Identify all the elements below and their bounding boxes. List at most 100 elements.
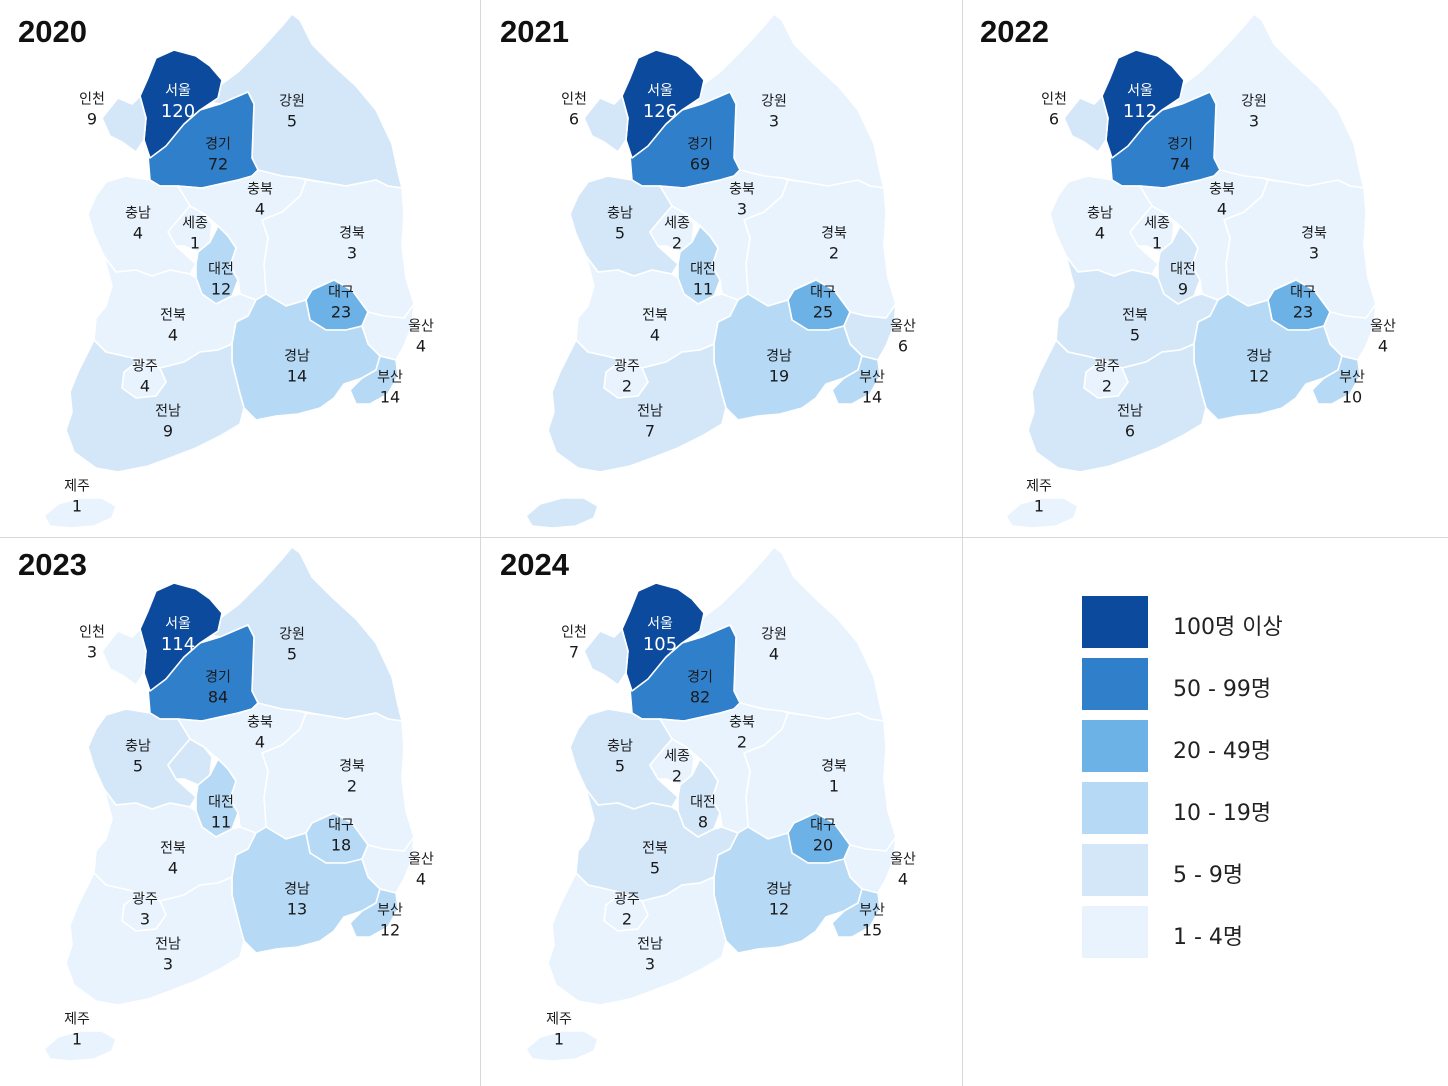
year-title: 2023 [18, 547, 87, 582]
region-value: 8 [697, 811, 709, 831]
region-label-chungnam: 충남 4 [1087, 205, 1113, 243]
region-label-jeonbuk: 전북 5 [1122, 307, 1148, 345]
region-name: 전남 [155, 936, 181, 953]
region-name: 경기 [687, 669, 713, 686]
region-name: 강원 [761, 626, 787, 643]
region-value: 114 [160, 633, 196, 655]
region-label-busan: 부산 14 [377, 369, 403, 407]
region-value: 69 [689, 153, 711, 173]
region-label-incheon: 인천 7 [561, 624, 587, 662]
region-value: 3 [162, 953, 174, 973]
region-name: 부산 [377, 902, 403, 919]
region-name: 인천 [79, 91, 105, 108]
region-busan [831, 888, 881, 938]
region-label-jeonnam: 전남 3 [155, 936, 181, 974]
region-label-jeonnam: 전남 3 [637, 936, 663, 974]
region-jeju [525, 497, 599, 529]
region-label-gyeongnam: 경남 12 [766, 881, 792, 919]
region-name: 경남 [284, 881, 310, 898]
region-name: 전남 [155, 403, 181, 420]
region-name: 서울 [165, 616, 191, 632]
region-sejong [649, 205, 695, 253]
region-label-jeonbuk: 전북 5 [642, 840, 668, 878]
region-label-ulsan: 울산 4 [890, 851, 916, 889]
legend-label: 10 - 19명 [1173, 801, 1272, 826]
region-value: 10 [1341, 386, 1363, 406]
region-label-gangwon: 강원 3 [1241, 93, 1267, 131]
region-label-busan: 부산 14 [859, 369, 885, 407]
region-name: 경북 [821, 758, 847, 775]
region-value: 6 [897, 335, 909, 355]
region-name: 경남 [284, 348, 310, 365]
region-label-daegu: 대구 23 [1290, 284, 1316, 322]
region-value: 5 [286, 643, 298, 663]
region-name: 제주 [64, 478, 90, 495]
region-label-gyeongnam: 경남 14 [284, 348, 310, 386]
region-incheon [583, 95, 629, 153]
map-panel-2024: 2024 강원 4 경북 1 경기 82 서울 105 인천 7 충북 2 충남 5 세종 2 대전 8 전북 5 대구… [482, 533, 964, 1076]
region-name: 세종 [182, 215, 208, 232]
legend-label: 50 - 99명 [1173, 677, 1272, 702]
region-name: 광주 [614, 891, 640, 908]
region-name: 경북 [1301, 225, 1327, 242]
region-label-gangwon: 강원 4 [761, 626, 787, 664]
region-value: 11 [692, 278, 714, 298]
region-name: 서울 [647, 616, 673, 632]
region-label-gwangju: 광주 3 [132, 891, 158, 929]
region-value: 6 [568, 108, 580, 128]
region-value: 2 [671, 232, 683, 252]
region-value: 2 [671, 765, 683, 785]
region-value: 112 [1122, 100, 1158, 122]
region-name: 경남 [766, 348, 792, 365]
region-label-gangwon: 강원 5 [279, 626, 305, 664]
region-jeju [1005, 497, 1079, 529]
region-label-gyeonggi: 경기 74 [1167, 136, 1193, 174]
korea-map [1005, 13, 1377, 529]
legend-swatch [1082, 596, 1148, 648]
region-name: 강원 [761, 93, 787, 110]
region-value: 12 [379, 919, 401, 939]
region-label-chungbuk: 충북 2 [729, 714, 755, 752]
region-name: 전북 [642, 840, 668, 857]
region-name: 경남 [1246, 348, 1272, 365]
region-label-daejeon: 대전 11 [690, 261, 716, 299]
region-value: 1 [1033, 495, 1045, 515]
region-name: 울산 [890, 851, 916, 868]
region-name: 충북 [729, 714, 755, 731]
korea-map [525, 13, 897, 529]
divider-h [0, 537, 1448, 538]
region-name: 경북 [339, 225, 365, 242]
region-name: 대전 [1170, 261, 1196, 278]
region-name: 경북 [821, 225, 847, 242]
region-value: 74 [1169, 153, 1191, 173]
region-value: 2 [346, 775, 358, 795]
region-value: 14 [861, 386, 883, 406]
region-name: 충남 [125, 738, 151, 755]
region-jeju [43, 497, 117, 529]
region-name: 경기 [205, 136, 231, 153]
region-incheon [583, 628, 629, 686]
region-label-busan: 부산 15 [859, 902, 885, 940]
region-sejong [649, 738, 695, 786]
region-value: 7 [644, 420, 656, 440]
region-value: 4 [132, 222, 144, 242]
region-name: 서울 [165, 83, 191, 99]
region-label-gyeongnam: 경남 12 [1246, 348, 1272, 386]
region-label-seoul: 서울 105 [643, 616, 677, 656]
region-label-gyeongbuk: 경북 1 [821, 758, 847, 796]
map-panel-2021: 2021 강원 3 경북 2 경기 69 서울 126 인천 6 충북 3 충남 5 세종 2 대전 11 전북 4 대… [482, 0, 964, 543]
region-value: 5 [649, 857, 661, 877]
region-value: 12 [1248, 365, 1270, 385]
legend-item: 10 - 19명 [1082, 782, 1422, 834]
legend-item: 5 - 9명 [1082, 844, 1422, 896]
region-value: 1 [553, 1028, 565, 1048]
region-value: 19 [768, 365, 790, 385]
region-label-gwangju: 광주 2 [614, 358, 640, 396]
region-value: 4 [254, 198, 266, 218]
region-value: 12 [768, 898, 790, 918]
region-value: 5 [286, 110, 298, 130]
region-name: 인천 [561, 91, 587, 108]
region-value: 2 [621, 908, 633, 928]
region-label-jeju: 제주 1 [64, 478, 90, 516]
region-value: 6 [1124, 420, 1136, 440]
